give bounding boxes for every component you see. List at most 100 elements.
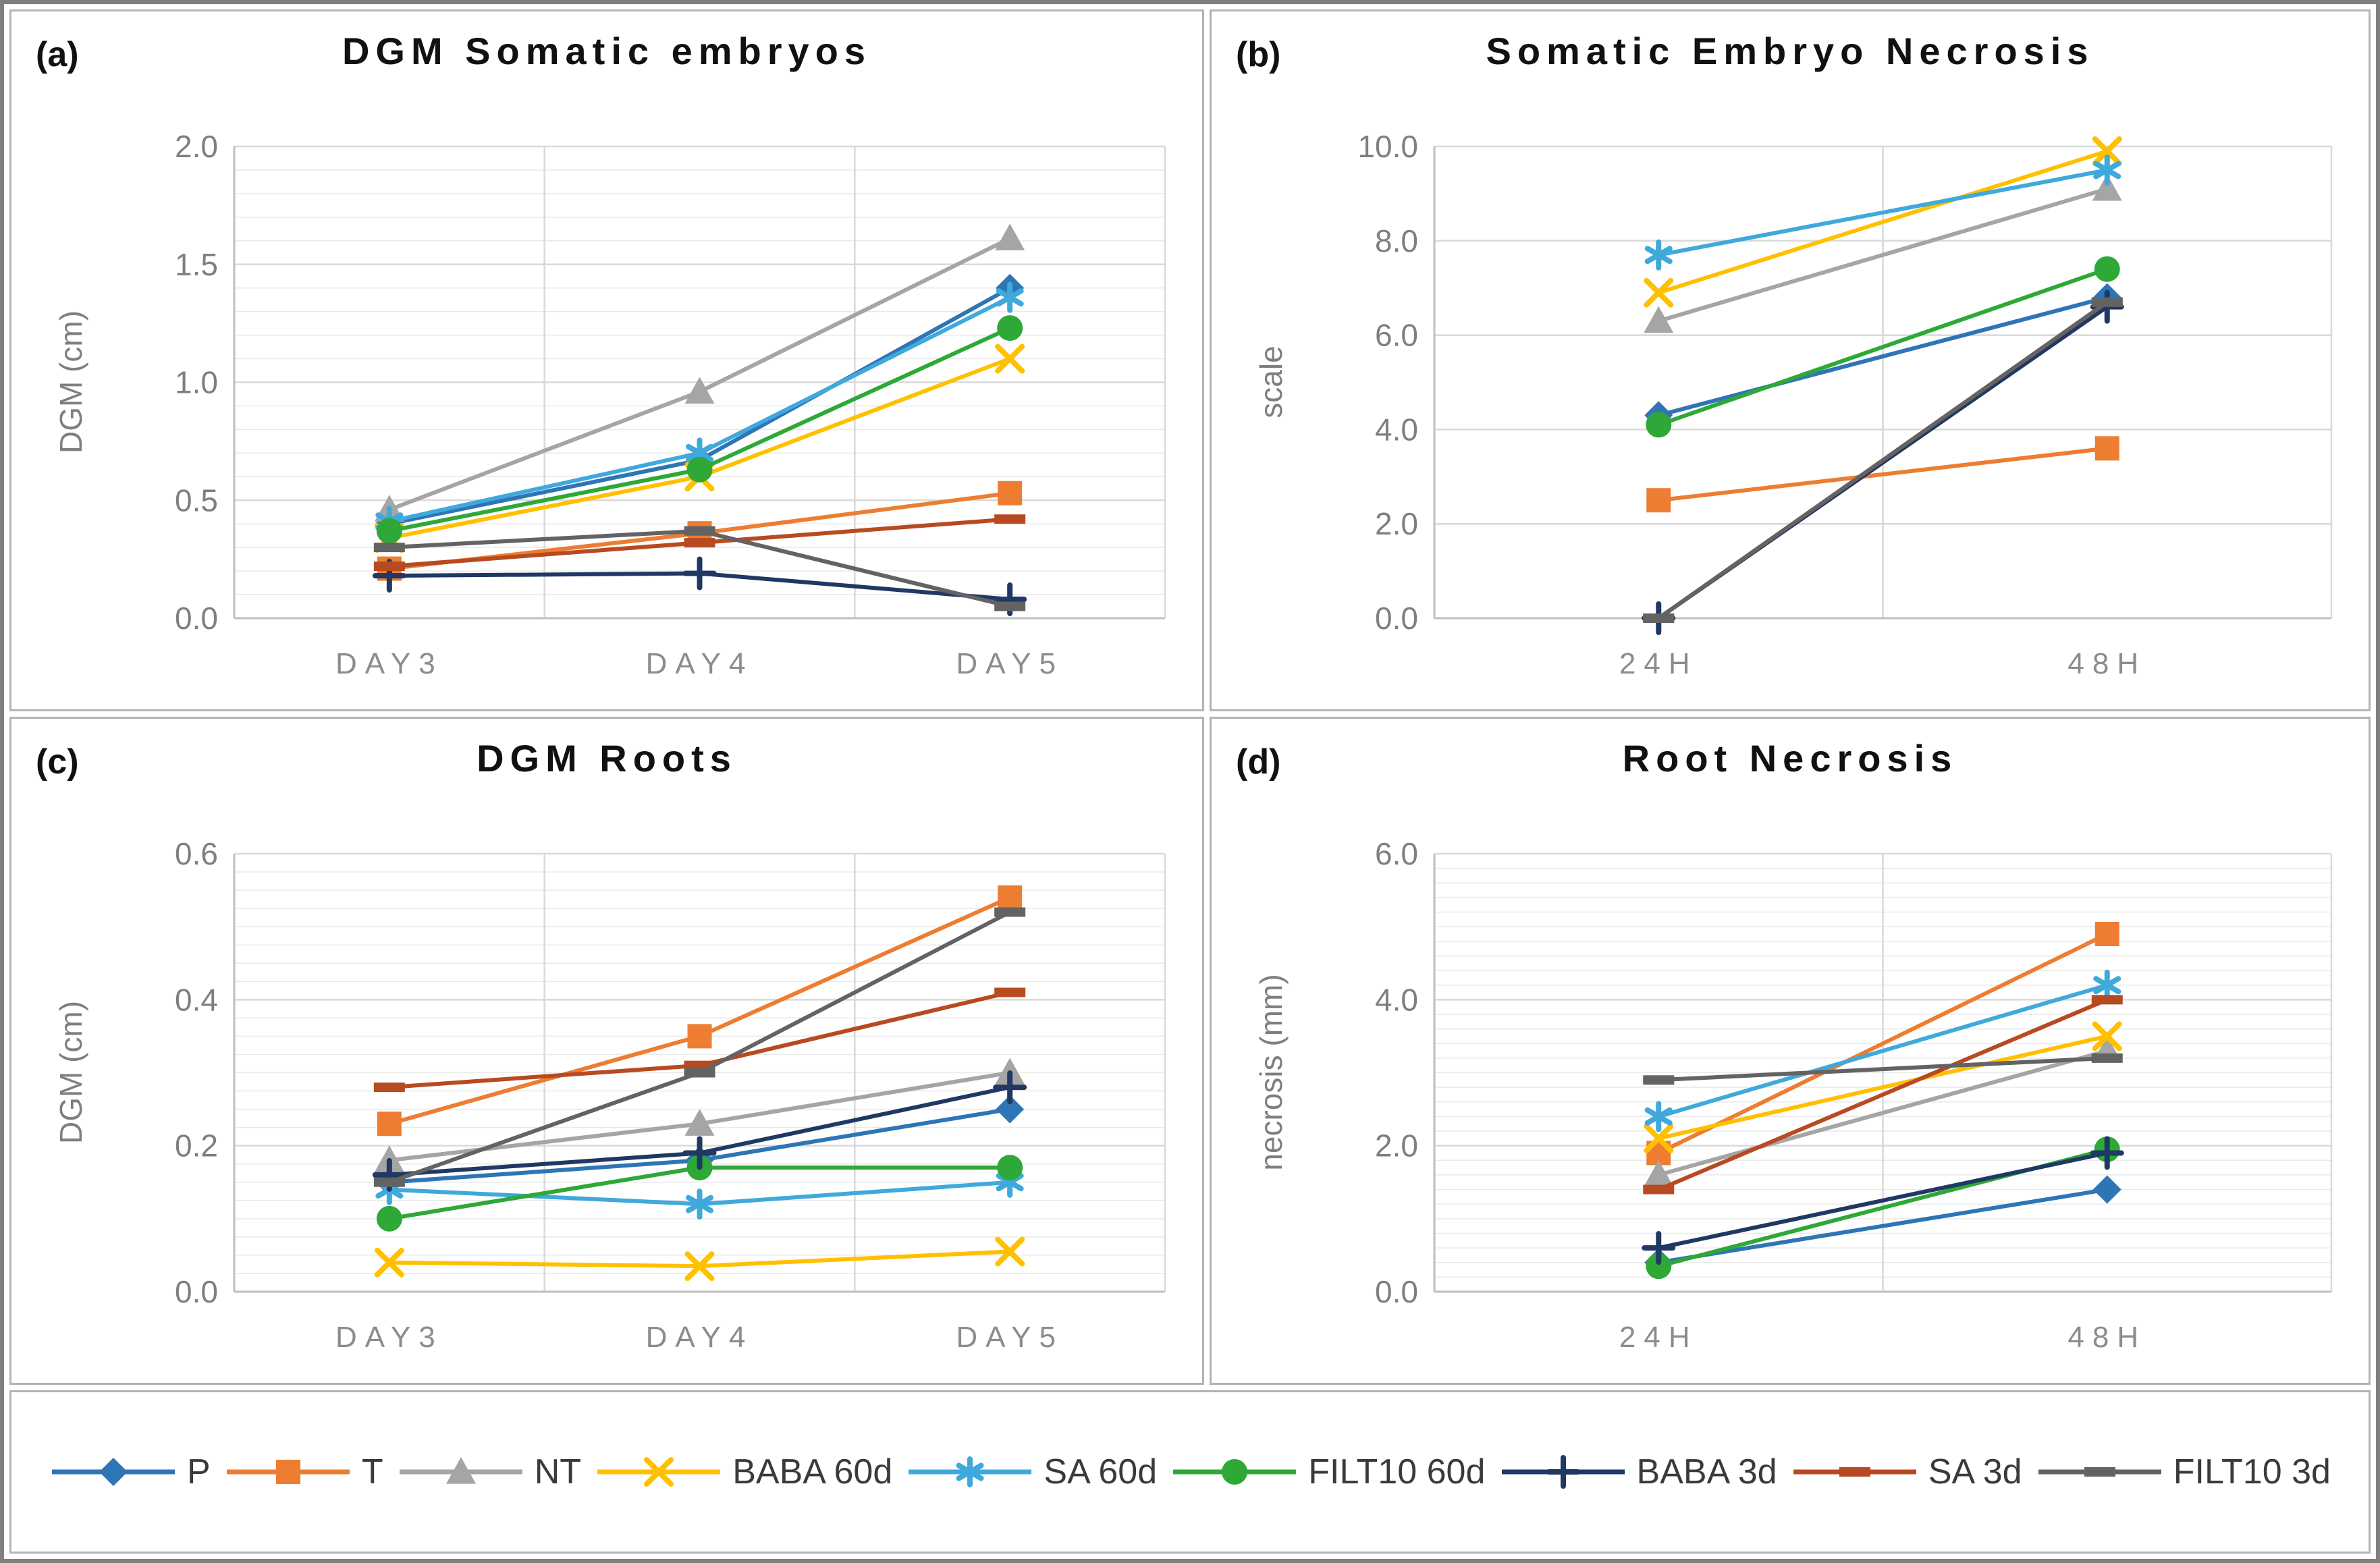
legend-item-t: T	[224, 1452, 383, 1492]
legend-marker-filt10-3d-icon	[2038, 1467, 2161, 1477]
series-baba-60d	[374, 1236, 1025, 1282]
y-tick-label: 0.0	[175, 1274, 218, 1309]
legend-label-nt: NT	[534, 1452, 582, 1491]
legend-marker-filt10-60d-icon	[1173, 1459, 1297, 1485]
panel-d: (d) Root Necrosis necrosis (mm) 0.0 2.0 4.…	[1210, 717, 2371, 1385]
panel-c-title: DGM Roots	[477, 737, 737, 779]
x-tick-label: DAY4	[646, 1321, 754, 1354]
gridlines	[1433, 145, 2333, 620]
y-tick-labels: 0.0 0.2 0.4 0.6	[175, 836, 218, 1309]
legend-marker-baba-3d-icon	[1501, 1455, 1625, 1489]
series-sa-60d	[375, 1166, 1024, 1220]
x-tick-label: DAY3	[335, 647, 443, 680]
y-tick-label: 0.4	[175, 982, 218, 1017]
panel-d-title: Root Necrosis	[1622, 737, 1958, 779]
legend-label-p: P	[187, 1452, 211, 1491]
legend-label-sa-3d: SA 3d	[1928, 1452, 2022, 1491]
series-filt10-3d	[1643, 1053, 2123, 1085]
gridlines	[1433, 852, 2333, 1293]
y-tick-label: 6.0	[1375, 836, 1418, 871]
x-tick-labels: DAY3 DAY4 DAY5	[335, 647, 1064, 680]
y-tick-label: 0.0	[175, 601, 218, 636]
y-tick-label: 2.0	[175, 129, 218, 164]
panel-c: (c) DGM Roots DGM (cm) 0.0 0.2 0.4 0.6 DAY3 D…	[9, 717, 1204, 1385]
y-tick-label: 0.0	[1375, 1274, 1418, 1309]
series-t	[377, 885, 1023, 1136]
legend-item-nt: NT	[397, 1452, 581, 1492]
chart-c-dgm-roots: 0.0 0.2 0.4 0.6 DAY3 DAY4 DAY5	[175, 836, 1166, 1354]
x-tick-label: DAY5	[956, 1321, 1064, 1354]
panel-c-y-axis-label: DGM (cm)	[53, 1000, 88, 1145]
chart-a-dgm-somatic-embryos: 0.0 0.5 1.0 1.5 2.0 DAY3 DAY4 DAY5	[175, 129, 1166, 680]
y-tick-label: 0.6	[175, 836, 218, 871]
x-tick-label: 24H	[1619, 1321, 1698, 1354]
panel-d-y-axis-label: necrosis (mm)	[1253, 974, 1289, 1171]
series-sa-60d	[1644, 969, 2121, 1132]
legend-item-filt10-3d: FILT10 3d	[2036, 1452, 2331, 1492]
series-nt	[1644, 173, 2122, 333]
chart-d-root-necrosis: 0.0 2.0 4.0 6.0 24H 48H	[1375, 836, 2333, 1354]
series-filt10-3d	[373, 907, 1026, 1187]
series-filt10-3d	[373, 526, 1026, 611]
panel-b-y-axis-label: scale	[1253, 346, 1289, 418]
series-baba-3d	[1642, 1136, 2124, 1265]
x-tick-label: 48H	[2067, 1321, 2146, 1354]
x-tick-label: 24H	[1619, 647, 1698, 680]
panel-a: (a) DGM Somatic embryos DGM (cm) 0.0 0.5 1…	[9, 9, 1204, 711]
panel-c-tag: (c)	[36, 742, 79, 782]
series-filt10-60d	[1646, 256, 2120, 438]
x-tick-labels: 24H 48H	[1619, 1321, 2146, 1354]
legend-marker-sa-3d-icon	[1793, 1467, 1916, 1477]
y-tick-label: 0.2	[175, 1128, 218, 1163]
series-sa-60d	[375, 281, 1024, 537]
gridlines	[233, 852, 1166, 1293]
series-sa-3d	[373, 514, 1026, 572]
series-baba-60d	[1644, 1021, 2122, 1153]
legend-label-filt10-60d: FILT10 60d	[1308, 1452, 1486, 1491]
series-filt10-3d	[1643, 297, 2123, 623]
x-tick-label: DAY5	[956, 647, 1064, 680]
y-tick-label: 1.0	[175, 365, 218, 400]
x-tick-labels: DAY3 DAY4 DAY5	[335, 1321, 1064, 1354]
legend-item-p: P	[49, 1452, 211, 1492]
panel-b-title: Somatic Embryo Necrosis	[1486, 30, 2094, 72]
legend-item-sa-3d: SA 3d	[1791, 1452, 2022, 1492]
series-filt10-60d	[376, 315, 1023, 544]
legend-marker-p-icon	[52, 1458, 175, 1486]
y-tick-labels: 0.0 2.0 4.0 6.0	[1375, 836, 1418, 1309]
x-tick-labels: 24H 48H	[1619, 647, 2146, 680]
y-tick-label: 2.0	[1375, 1128, 1418, 1163]
legend-label-baba-60d: BABA 60d	[732, 1452, 893, 1491]
legend-marker-t-icon	[226, 1460, 350, 1484]
y-tick-label: 4.0	[1375, 412, 1418, 447]
series-baba-3d	[372, 1070, 1027, 1192]
panel-a-y-axis-label: DGM (cm)	[53, 310, 88, 454]
legend-item-filt10-60d: FILT10 60d	[1170, 1452, 1485, 1492]
legend-item-sa-60d: SA 60d	[906, 1452, 1157, 1492]
panel-b: (b) Somatic Embryo Necrosis scale 0.0 2.0…	[1210, 9, 2371, 711]
y-tick-label: 10.0	[1357, 129, 1418, 164]
x-tick-label: DAY4	[646, 647, 754, 680]
x-tick-label: 48H	[2067, 647, 2146, 680]
legend-marker-sa-60d-icon	[909, 1456, 1032, 1487]
legend-label-baba-3d: BABA 3d	[1636, 1452, 1777, 1491]
legend-item-baba-60d: BABA 60d	[595, 1452, 892, 1492]
series-sa-60d	[1644, 154, 2121, 271]
y-tick-label: 8.0	[1375, 223, 1418, 258]
panel-a-tag: (a)	[36, 35, 79, 74]
y-tick-label: 2.0	[1375, 506, 1418, 541]
series-sa-3d	[1643, 995, 2123, 1195]
chart-b-somatic-embryo-necrosis: 0.0 2.0 4.0 6.0 8.0 10.0 24H 48H	[1357, 129, 2333, 680]
legend-label-t: T	[361, 1452, 383, 1491]
legend-item-baba-3d: BABA 3d	[1499, 1452, 1777, 1492]
y-tick-labels: 0.0 2.0 4.0 6.0 8.0 10.0	[1357, 129, 1418, 636]
y-tick-label: 0.5	[175, 483, 218, 518]
y-tick-label: 6.0	[1375, 318, 1418, 353]
panel-a-title: DGM Somatic embryos	[342, 30, 872, 72]
legend-marker-baba-60d-icon	[597, 1457, 721, 1487]
y-tick-labels: 0.0 0.5 1.0 1.5 2.0	[175, 129, 218, 636]
y-tick-label: 1.5	[175, 247, 218, 282]
panel-d-tag: (d)	[1236, 742, 1281, 782]
legend-label-filt10-3d: FILT10 3d	[2173, 1452, 2331, 1491]
